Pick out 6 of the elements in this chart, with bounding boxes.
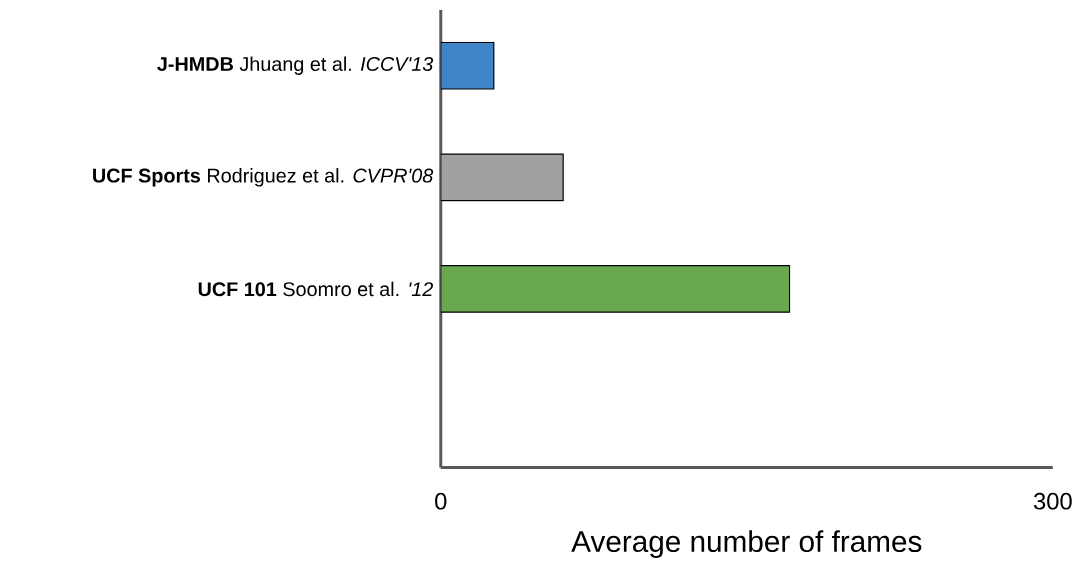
x-tick-label: 300 — [1033, 492, 1072, 510]
y-tick-label: UCF Sports Rodriguez et al. CVPR'08 — [93, 167, 434, 187]
y-tick-label: UCF 101 Soomro et al. '12 — [198, 281, 433, 297]
x-axis-title: Average number of frames — [571, 530, 922, 558]
y-tick-label: J-HMDB Jhuang et al. ICCV'13 — [157, 56, 434, 75]
x-tick-label: 0 — [435, 492, 447, 510]
